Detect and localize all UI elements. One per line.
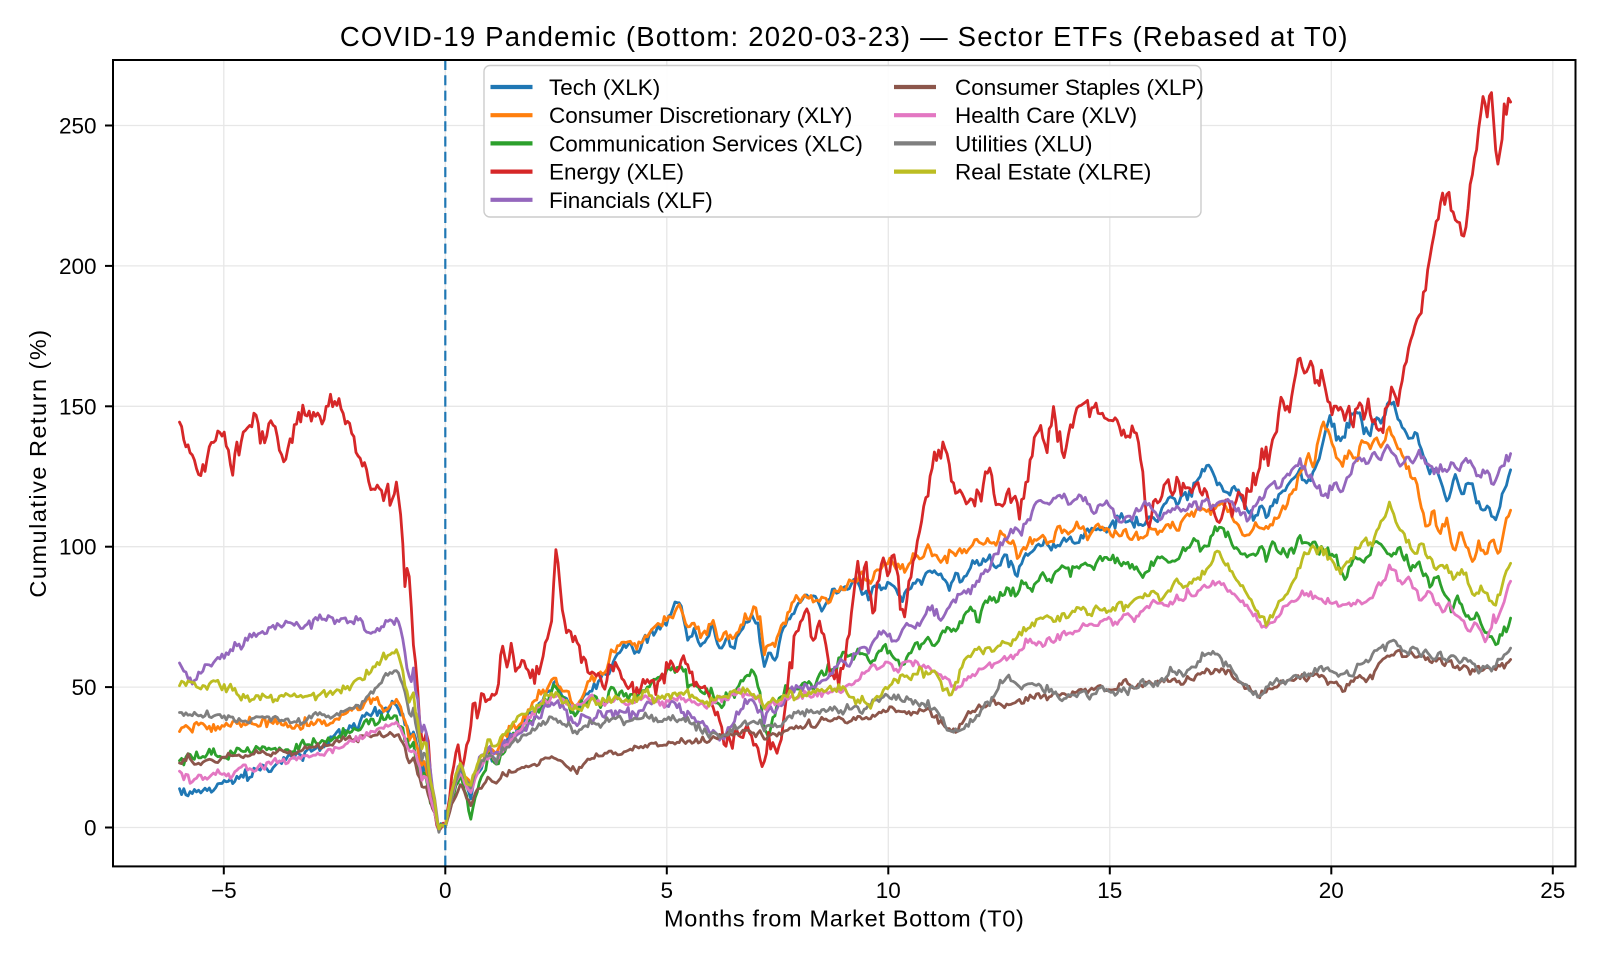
svg-text:Tech (XLK): Tech (XLK) <box>549 75 660 100</box>
svg-text:Real Estate (XLRE): Real Estate (XLRE) <box>955 160 1151 185</box>
svg-text:0: 0 <box>84 816 97 841</box>
svg-text:Financials (XLF): Financials (XLF) <box>549 188 713 213</box>
svg-text:100: 100 <box>59 535 97 560</box>
svg-text:Months from Market Bottom (T0): Months from Market Bottom (T0) <box>664 906 1025 932</box>
svg-text:5: 5 <box>661 878 674 903</box>
svg-text:Cumulative Return (%): Cumulative Return (%) <box>25 328 51 597</box>
svg-text:Consumer Staples (XLP): Consumer Staples (XLP) <box>955 75 1204 100</box>
svg-text:50: 50 <box>71 675 96 700</box>
svg-text:Health Care (XLV): Health Care (XLV) <box>955 103 1137 128</box>
svg-text:Energy (XLE): Energy (XLE) <box>549 160 684 185</box>
svg-text:250: 250 <box>59 114 97 139</box>
svg-text:0: 0 <box>439 878 452 903</box>
svg-text:25: 25 <box>1540 878 1565 903</box>
svg-text:Communication Services (XLC): Communication Services (XLC) <box>549 131 863 156</box>
svg-text:COVID-19 Pandemic (Bottom: 202: COVID-19 Pandemic (Bottom: 2020-03-23) —… <box>340 21 1349 52</box>
svg-text:Utilities (XLU): Utilities (XLU) <box>955 131 1093 156</box>
svg-text:20: 20 <box>1319 878 1344 903</box>
svg-text:15: 15 <box>1097 878 1122 903</box>
svg-text:−5: −5 <box>211 878 237 903</box>
svg-text:150: 150 <box>59 394 97 419</box>
svg-text:10: 10 <box>876 878 901 903</box>
svg-text:200: 200 <box>59 254 97 279</box>
svg-text:Consumer Discretionary (XLY): Consumer Discretionary (XLY) <box>549 103 852 128</box>
